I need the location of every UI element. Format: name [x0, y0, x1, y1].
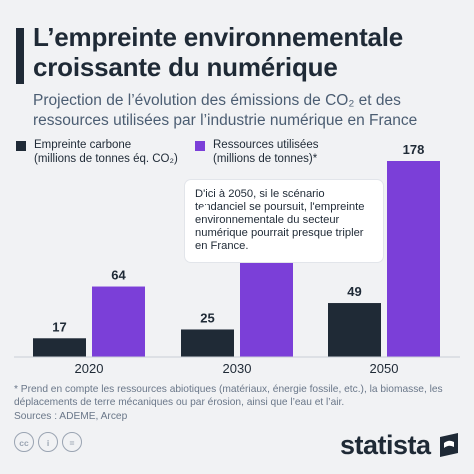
category-label-2020: 2020 — [75, 361, 104, 376]
data-label-resources-2020: 64 — [111, 268, 126, 283]
data-label-carbon-2030: 25 — [200, 310, 214, 325]
annotation-box: D'ici à 2050, si le scénario tendanciel … — [185, 180, 383, 262]
legend-sublabel-carbon: (millions de tonnes éq. CO₂) — [34, 153, 178, 165]
license-icons: cc i = — [14, 432, 86, 452]
category-label-2050: 2050 — [370, 361, 399, 376]
cc-license-icon[interactable]: cc — [14, 432, 34, 452]
legend-swatch-resources — [195, 141, 205, 151]
annotation-text: D'ici à 2050, si le scénario tendanciel … — [195, 188, 365, 252]
chart-title: L’empreinte environnementale croissante … — [33, 22, 404, 82]
legend-label-resources: Ressources utilisées — [213, 139, 319, 151]
annotation-pointer — [197, 204, 207, 218]
statista-logo[interactable]: statista — [340, 430, 431, 460]
data-label-carbon-2050: 49 — [347, 284, 361, 299]
statista-flag-icon — [440, 433, 458, 457]
chart-subtitle: Projection de l’évolution des émissions … — [33, 92, 418, 129]
title-accent-bar — [16, 28, 24, 84]
data-label-resources-2050: 178 — [403, 142, 425, 157]
data-label-carbon-2020: 17 — [52, 319, 66, 334]
bar-resources-2020 — [92, 286, 145, 357]
no-derivatives-icon[interactable]: = — [62, 432, 82, 452]
legend-swatch-carbon — [16, 141, 26, 151]
footnote: * Prend en compte les ressources abiotiq… — [14, 384, 443, 408]
legend-label-carbon: Empreinte carbone — [34, 139, 132, 151]
sources: Sources : ADEME, Arcep — [14, 411, 128, 422]
bar-carbon-2050 — [328, 303, 381, 357]
category-label-2030: 2030 — [223, 361, 252, 376]
bar-carbon-2020 — [33, 338, 86, 357]
legend-sublabel-resources: (millions de tonnes)* — [213, 153, 318, 165]
bar-resources-2050 — [387, 161, 440, 357]
bar-resources-2030 — [240, 260, 293, 357]
by-attribution-icon[interactable]: i — [38, 432, 58, 452]
bar-carbon-2030 — [181, 329, 234, 357]
